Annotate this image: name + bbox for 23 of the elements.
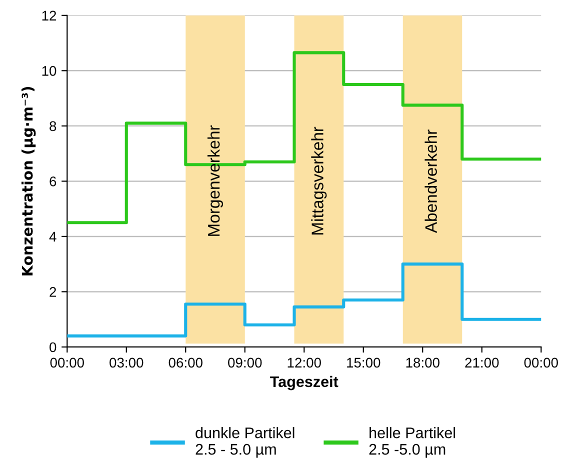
band-label: Abendverkehr bbox=[424, 130, 437, 234]
band-label: Morgenverkehr bbox=[207, 125, 224, 236]
x-tick-label: 12:00 bbox=[288, 358, 321, 368]
x-tick-label: 03:00 bbox=[110, 358, 144, 368]
y-tick-label: 8 bbox=[50, 121, 56, 132]
x-tick-label: 09:00 bbox=[228, 358, 262, 368]
y-tick-label: 6 bbox=[50, 176, 56, 186]
x-tick-label: 18:00 bbox=[406, 358, 440, 368]
y-tick-label: 4 bbox=[49, 232, 56, 242]
y-tick-label: 2 bbox=[50, 287, 56, 297]
x-tick-label: 15:00 bbox=[347, 358, 380, 368]
x-tick-label: 06:00 bbox=[168, 358, 202, 368]
legend-label: helle Partikel 2.5 -5.0 µm bbox=[369, 427, 455, 458]
band-label: Mittagsverkehr bbox=[311, 126, 327, 234]
y-tick-label: 10 bbox=[42, 66, 56, 76]
y-axis-title: Konzentration (µg·m⁻³) bbox=[21, 86, 36, 276]
x-tick-label: 00:00 bbox=[524, 358, 558, 368]
x-axis-title: Tageszeit bbox=[270, 376, 338, 390]
legend-label: dunkle Partikel 2.5 - 5.0 µm bbox=[196, 427, 294, 458]
x-tick-label: 00:00 bbox=[50, 358, 84, 368]
x-tick-label: 21:00 bbox=[465, 358, 499, 368]
y-tick-label: 12 bbox=[42, 10, 56, 20]
y-tick-label: 0 bbox=[50, 342, 56, 352]
